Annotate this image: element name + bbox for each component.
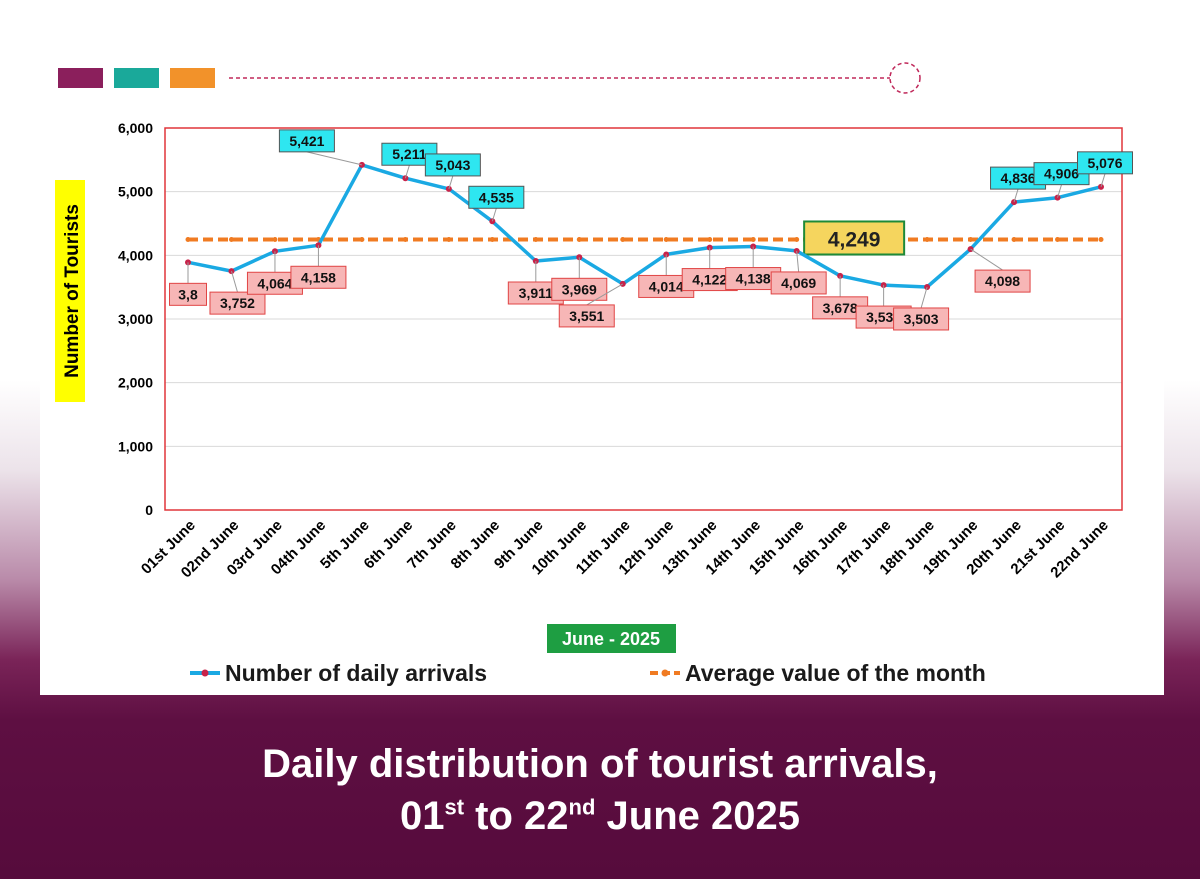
data-label-box (290, 265, 347, 289)
y-tick-label: 4,000 (118, 247, 153, 263)
average-marker (228, 236, 234, 242)
average-marker (446, 236, 452, 242)
legend-average-marker (661, 669, 669, 677)
data-label: 4,158 (301, 269, 336, 285)
data-label: 4,122 (692, 272, 727, 288)
header-dashed-rule (229, 62, 921, 94)
data-label-leader (404, 165, 410, 179)
data-label-leader (448, 175, 454, 190)
legend-label-average: Average value of the month (685, 660, 986, 686)
average-marker (489, 236, 495, 242)
data-label-box (893, 307, 950, 331)
footer-title-line1: Daily distribution of tourist arrivals, (262, 742, 938, 786)
data-label-box (1077, 151, 1133, 175)
average-label-box (803, 220, 906, 256)
data-label: 5,043 (435, 157, 470, 173)
daily-arrivals-line (187, 163, 1102, 289)
average-marker (533, 236, 539, 242)
data-point (924, 283, 931, 290)
legend-label-daily: Number of daily arrivals (225, 660, 487, 686)
data-label: 4,138 (736, 271, 771, 287)
data-label: 4,535 (479, 189, 514, 205)
header-bar-teal (114, 68, 159, 88)
average-marker (750, 236, 756, 242)
average-marker (185, 236, 191, 242)
data-label-leader (586, 283, 624, 306)
data-label: 4,906 (1044, 166, 1079, 182)
data-label-box (278, 129, 335, 153)
data-label-leader (230, 270, 238, 293)
data-label: 4,069 (781, 275, 816, 291)
y-tick-label: 6,000 (118, 120, 153, 136)
header-bar-orange (170, 68, 215, 88)
average-marker (968, 236, 974, 242)
data-label: 3,969 (562, 281, 597, 297)
data-label: 3,911 (519, 285, 553, 301)
data-label: 3,678 (823, 300, 858, 316)
data-label: 4,064 (257, 275, 292, 291)
data-label-leader (920, 286, 928, 309)
average-marker (576, 236, 582, 242)
header-bar-plum (58, 68, 103, 88)
y-tick-label: 0 (145, 502, 153, 518)
data-label: 4,098 (985, 273, 1020, 289)
data-label-leader (1057, 184, 1063, 198)
average-label: 4,249 (828, 228, 881, 251)
data-label-leader (491, 208, 497, 222)
average-marker (359, 236, 365, 242)
data-label: 5,211 (392, 146, 426, 162)
data-label-leader (970, 248, 1003, 271)
average-marker (794, 236, 800, 242)
average-marker (924, 236, 930, 242)
data-label: 4,836 (1001, 170, 1036, 186)
y-tick-label: 2,000 (118, 375, 153, 391)
chart-panel: 0 1,000 2,000 3,000 4,000 5,000 6,000 01st Jun… (40, 110, 1164, 695)
data-label: 3,752 (220, 295, 255, 311)
data-label-box (974, 269, 1031, 293)
data-label-leader (1100, 173, 1106, 187)
y-tick-label: 3,000 (118, 311, 153, 327)
data-point (358, 161, 365, 168)
legend: Number of daily arrivals Average value o… (190, 660, 986, 686)
data-label: 3,503 (904, 311, 939, 327)
data-label-box (169, 282, 207, 306)
data-label-leader (1013, 188, 1019, 203)
average-marker (620, 236, 626, 242)
plot-frame (164, 127, 1123, 511)
average-marker (663, 236, 669, 242)
footer-title: Daily distribution of tourist arrivals, … (0, 738, 1200, 842)
header-dashed-circle (889, 62, 921, 94)
x-axis-title: June - 2025 (562, 629, 660, 649)
footer-title-line2: 01st to 22nd June 2025 (399, 794, 800, 838)
data-label-box (209, 291, 266, 315)
data-label: 3,8 (178, 286, 198, 302)
data-label: 3,533 (866, 309, 901, 325)
legend-line-marker (201, 669, 209, 677)
y-axis-title: Number of Tourists (62, 204, 83, 378)
average-marker (707, 236, 713, 242)
data-label: 5,076 (1087, 155, 1122, 171)
data-label-box (551, 277, 608, 301)
y-axis-title-bg (55, 180, 85, 402)
data-label-leader (306, 151, 363, 166)
average-marker (1098, 236, 1104, 242)
data-label: 5,421 (289, 133, 324, 149)
average-marker (1011, 236, 1017, 242)
data-label-box (770, 271, 827, 295)
average-marker (402, 236, 408, 242)
data-label-box (424, 153, 481, 177)
data-label-box (468, 185, 525, 209)
data-label-box (558, 304, 615, 328)
x-axis-title-bg (547, 624, 676, 653)
data-point (837, 272, 844, 279)
data-label: 4,014 (649, 278, 684, 294)
y-tick-label: 5,000 (118, 184, 153, 200)
y-tick-label: 1,000 (118, 438, 153, 454)
data-label-leader (796, 250, 800, 272)
average-marker (272, 236, 278, 242)
data-label: 3,551 (569, 308, 604, 324)
average-marker (1055, 236, 1061, 242)
